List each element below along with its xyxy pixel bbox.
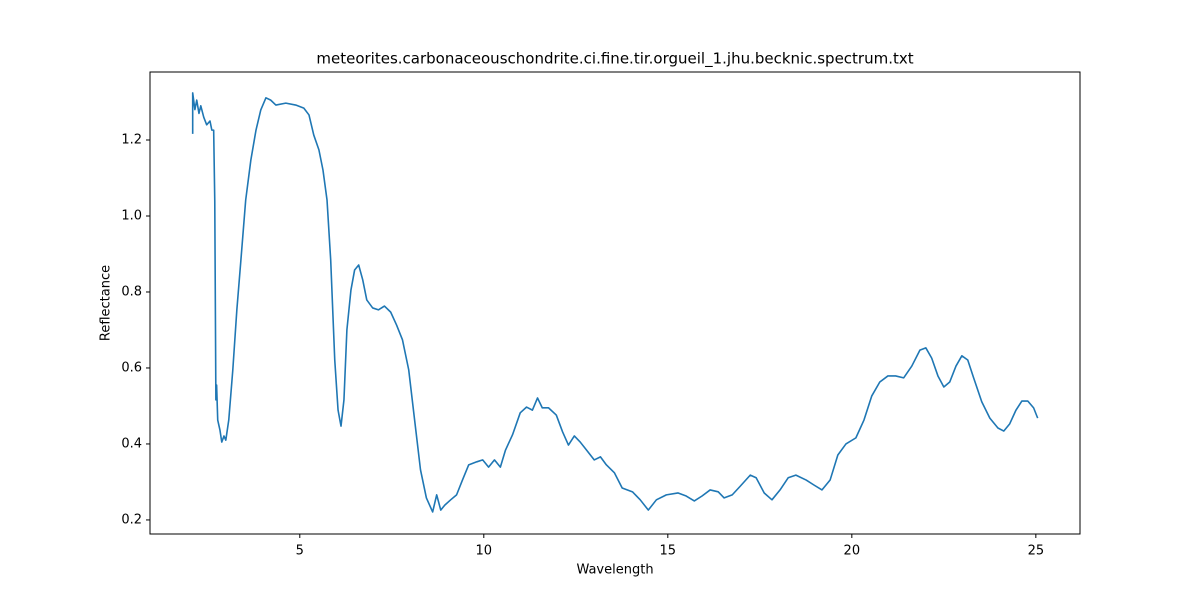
x-tick-label: 5 <box>296 544 304 559</box>
x-tick-label: 25 <box>1028 544 1045 559</box>
y-tick-label: 0.8 <box>121 284 142 299</box>
y-tick-label: 0.4 <box>121 436 142 451</box>
x-tick-label: 15 <box>660 544 677 559</box>
spectrum-line <box>191 92 1039 513</box>
x-tick-label: 10 <box>476 544 493 559</box>
x-axis-label: Wavelength <box>576 563 653 578</box>
y-tick-label: 1.0 <box>121 208 142 223</box>
chart-title: meteorites.carbonaceouschondrite.ci.fine… <box>316 50 913 69</box>
y-axis-label: Reflectance <box>99 265 114 341</box>
x-tick-label: 20 <box>844 544 861 559</box>
y-tick-label: 0.6 <box>121 360 142 375</box>
y-tick-label: 0.2 <box>121 512 142 527</box>
y-tick-label: 1.2 <box>121 133 142 148</box>
plot-frame <box>149 71 1081 535</box>
